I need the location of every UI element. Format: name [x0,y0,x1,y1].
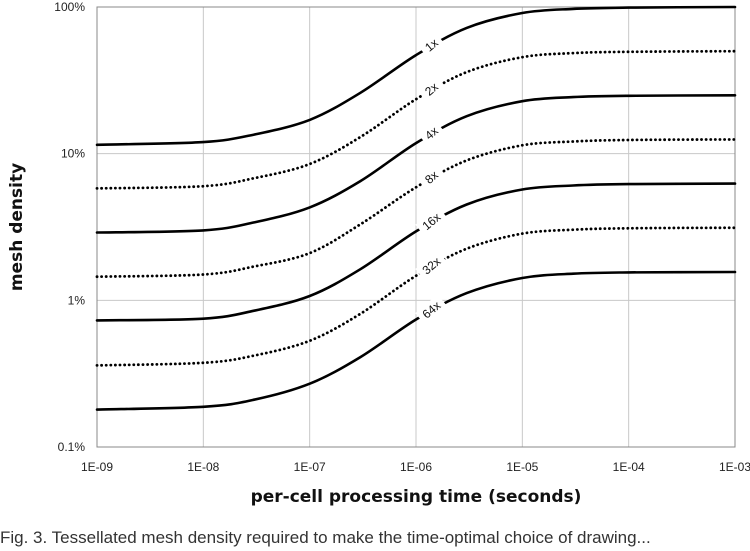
curve-label-bg [417,164,445,190]
y-tick-label: 100% [54,0,85,14]
series-line-1x [95,5,737,147]
series-line-8x [95,138,737,279]
x-tick-label: 1E-09 [81,460,113,474]
curve-labels: 1x 2x 4x 8x 16x 32x 64x [415,31,448,325]
series-line-16x [95,182,737,322]
series-line-32x [95,226,737,367]
x-axis-label: per-cell processing time (seconds) [251,487,582,507]
series-group [95,5,737,411]
grid [96,6,736,448]
y-axis-label: mesh density [7,163,27,291]
curve-label-bg [417,76,445,102]
y-tick-label: 0.1% [58,440,86,454]
curve-label-bg [417,120,445,146]
curve-label-bg [417,31,445,58]
curve-label-2x: 2x [417,76,445,102]
x-tick-label: 1E-06 [400,460,432,474]
series-line-64x [95,270,737,411]
y-tick-label: 10% [61,147,85,161]
x-tick-label: 1E-04 [613,460,645,474]
curve-label-1x: 1x [417,31,445,58]
curve-label-bg [415,206,448,237]
curve-label-4x: 4x [417,120,445,146]
x-tick-label: 1E-08 [187,460,219,474]
x-tick-labels: 1E-09 1E-08 1E-07 1E-06 1E-05 1E-04 1E-03 [81,460,750,474]
series-line-4x [95,94,737,234]
curve-label-8x: 8x [417,164,445,190]
curve-label-16x: 16x [415,206,448,237]
y-tick-labels: 0.1% 1% 10% 100% [54,0,85,454]
x-tick-label: 1E-05 [506,460,538,474]
curve-label-bg [415,250,448,281]
curve-label-bg [415,294,448,325]
curve-label-64x: 64x [415,294,448,325]
series-line-2x [95,49,737,190]
y-tick-label: 1% [68,293,86,307]
x-tick-label: 1E-07 [294,460,326,474]
figure-caption: Fig. 3. Tessellated mesh density require… [0,528,651,547]
curve-label-32x: 32x [415,250,448,281]
x-tick-label: 1E-03 [719,460,750,474]
